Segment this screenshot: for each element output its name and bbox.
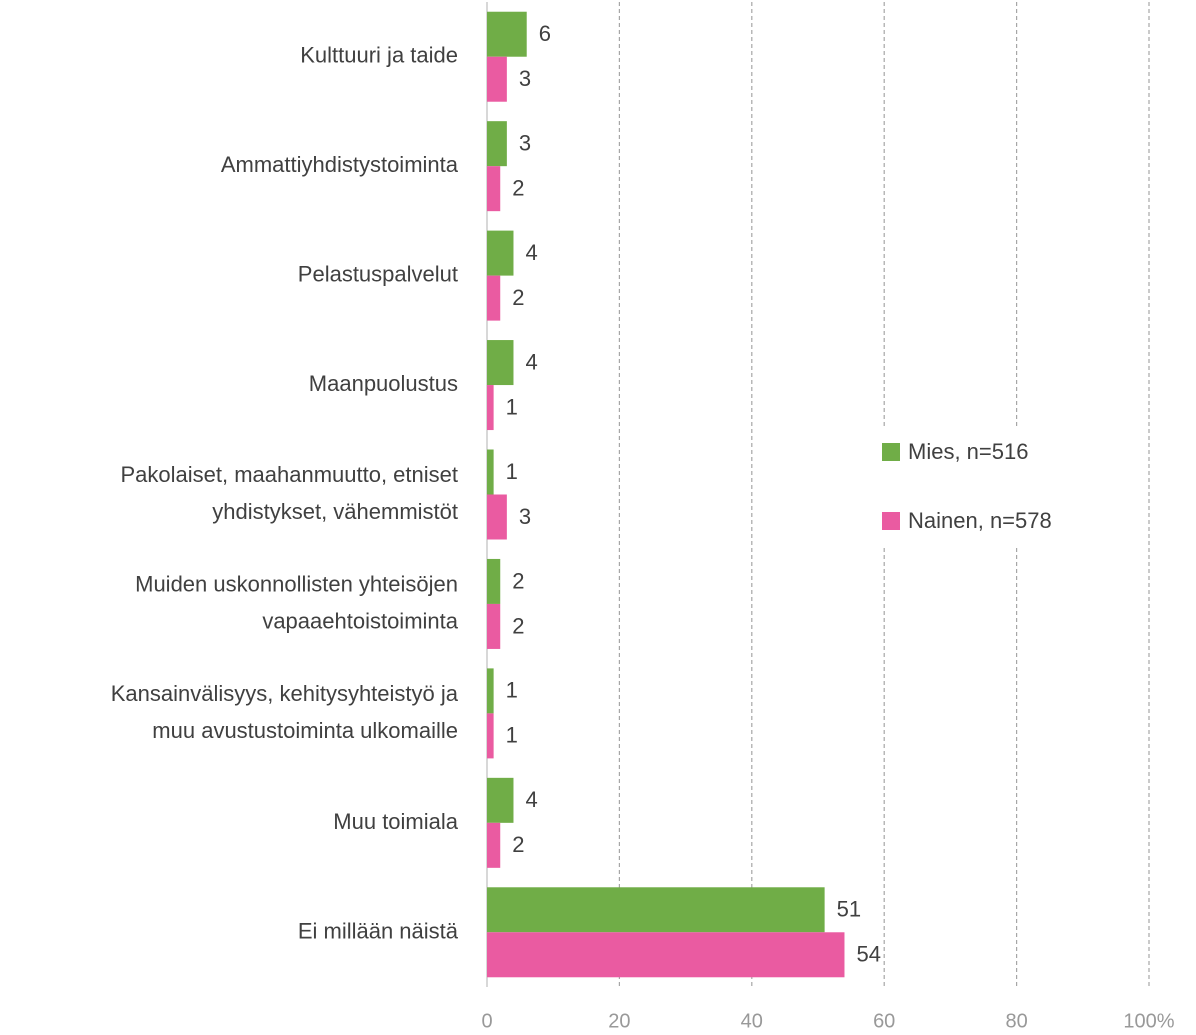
- y-tick-label: Muiden uskonnollisten yhteisöjen vapaaeht…: [135, 571, 459, 633]
- legend-background: [872, 428, 1122, 548]
- data-label: 4: [525, 240, 537, 265]
- bar: [487, 340, 514, 386]
- legend-label: Mies, n=516: [908, 439, 1028, 464]
- y-tick-label: Pakolaiset, maahanmuutto, etniset yhdisty…: [120, 462, 458, 524]
- data-label: 2: [512, 613, 524, 638]
- data-label: 3: [519, 66, 531, 91]
- bar: [487, 121, 507, 167]
- legend-swatch: [882, 443, 900, 461]
- data-label: 6: [539, 21, 551, 46]
- x-tick-label: 20: [608, 1010, 630, 1032]
- bar: [487, 932, 845, 978]
- x-tick-label: 40: [741, 1010, 763, 1032]
- bar: [487, 385, 494, 431]
- data-label: 51: [837, 897, 861, 922]
- bar: [487, 603, 501, 649]
- data-label: 1: [506, 678, 518, 703]
- legend-label: Nainen, n=578: [908, 508, 1052, 533]
- bar: [487, 713, 494, 759]
- y-tick-label: Kulttuuri ja taide: [300, 43, 458, 68]
- data-label: 1: [506, 394, 518, 419]
- y-tick-label: Maanpuolustus: [309, 371, 458, 396]
- data-label: 2: [512, 285, 524, 310]
- y-tick-label: Muu toimiala: [333, 809, 458, 834]
- bar: [487, 558, 501, 604]
- x-tick-label: 80: [1005, 1010, 1027, 1032]
- data-label: 3: [519, 504, 531, 529]
- data-label: 2: [512, 832, 524, 857]
- bar: [487, 275, 501, 321]
- data-label: 2: [512, 175, 524, 200]
- bar: [487, 668, 494, 714]
- data-label: 2: [512, 568, 524, 593]
- bar: [487, 777, 514, 823]
- data-label: 3: [519, 130, 531, 155]
- x-tick-label: 100%: [1123, 1010, 1174, 1032]
- x-tick-label: 0: [481, 1010, 492, 1032]
- y-tick-label: Ei millään näistä: [298, 918, 459, 943]
- legend-swatch: [882, 512, 900, 530]
- bar: [487, 230, 514, 276]
- bar: [487, 56, 507, 102]
- bar: [487, 494, 507, 540]
- data-label: 1: [506, 459, 518, 484]
- y-tick-label: Kansainvälisyys, kehitysyhteistyö ja muu …: [111, 681, 459, 743]
- data-label: 1: [506, 723, 518, 748]
- y-tick-label: Ammattiyhdistystoiminta: [221, 152, 459, 177]
- bar: [487, 11, 527, 57]
- bar: [487, 449, 494, 495]
- bar: [487, 887, 825, 933]
- y-tick-label: Pelastuspalvelut: [298, 261, 458, 286]
- data-label: 54: [856, 942, 880, 967]
- bar: [487, 822, 501, 868]
- data-label: 4: [525, 787, 537, 812]
- bar: [487, 166, 501, 212]
- x-tick-label: 60: [873, 1010, 895, 1032]
- data-label: 4: [525, 349, 537, 374]
